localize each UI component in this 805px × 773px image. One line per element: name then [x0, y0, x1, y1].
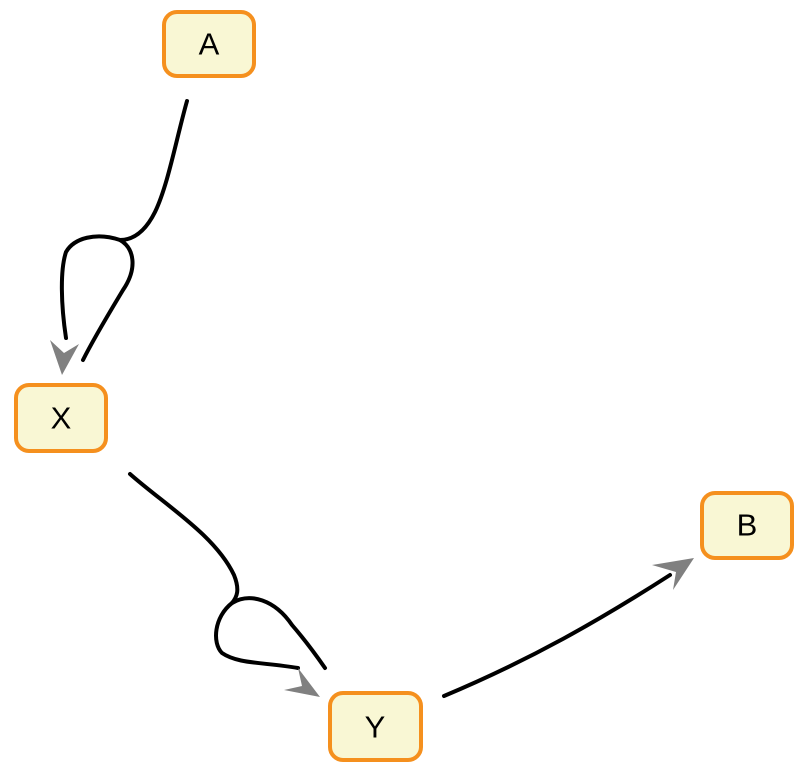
edge-x-to-y-return-line — [230, 596, 327, 670]
node-x[interactable]: X — [14, 383, 108, 453]
node-a[interactable]: A — [162, 10, 256, 78]
edge-x-to-y-arrowhead — [284, 668, 320, 697]
edge-y-to-b-line — [442, 573, 672, 698]
node-y-label: Y — [365, 710, 386, 745]
edge-a-to-x-arrowhead — [50, 340, 79, 375]
edge-x-to-y — [128, 472, 327, 697]
edge-a-to-x — [50, 99, 189, 375]
node-x-box — [14, 383, 108, 453]
node-a-box — [162, 10, 256, 78]
edge-y-to-b — [442, 558, 694, 698]
edge-x-to-y-line — [128, 472, 300, 670]
node-y[interactable]: Y — [328, 691, 423, 762]
edge-y-to-b-arrowhead — [652, 558, 694, 590]
node-b-label: B — [737, 508, 758, 543]
edge-a-to-x-line — [59, 99, 189, 340]
node-a-label: A — [199, 27, 220, 62]
node-b-box — [700, 491, 794, 560]
edge-a-to-x-return-line — [81, 238, 135, 362]
node-y-box — [328, 691, 423, 762]
node-b[interactable]: B — [700, 491, 794, 560]
node-x-label: X — [51, 401, 72, 436]
